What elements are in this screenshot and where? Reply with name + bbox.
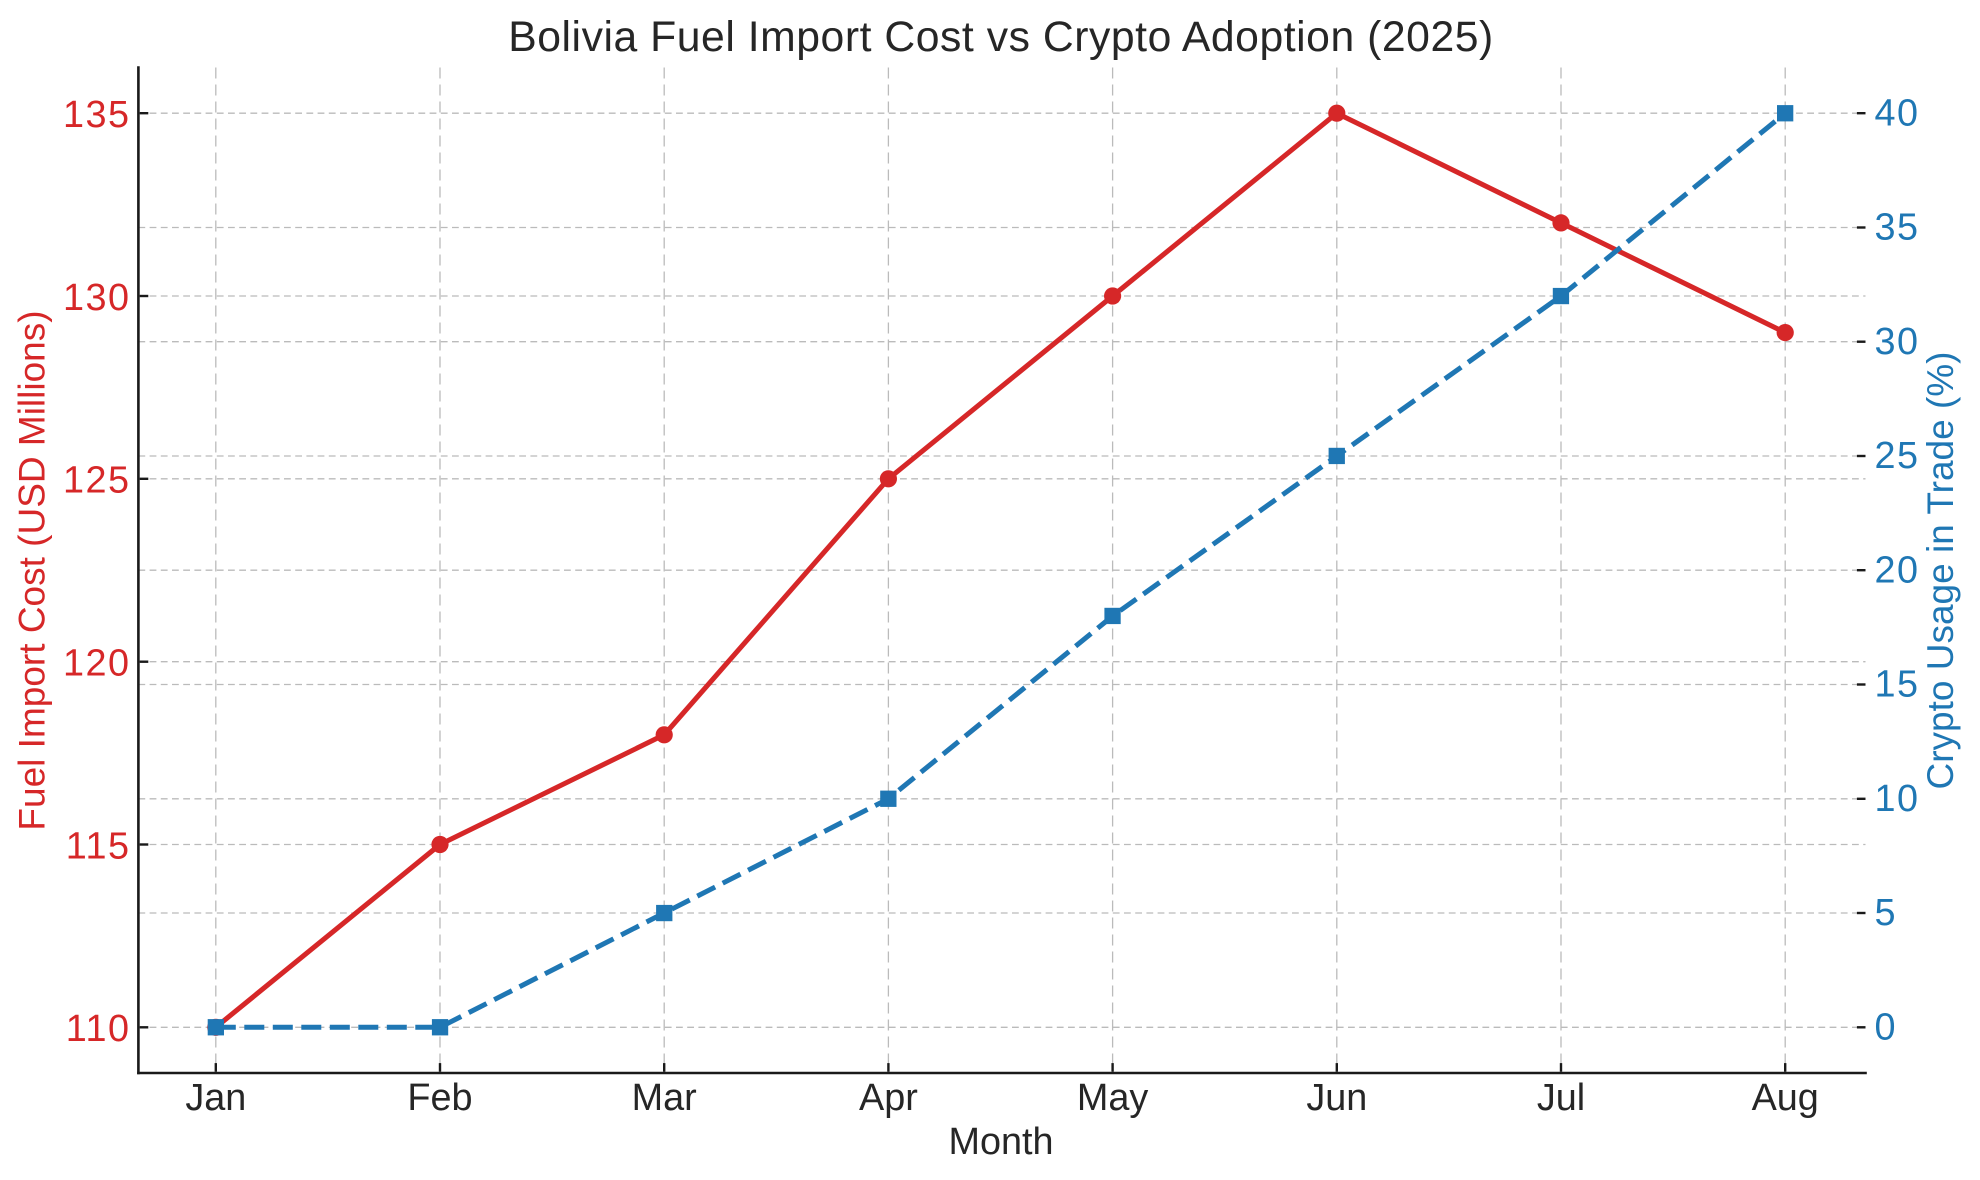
svg-text:0: 0 (1875, 1007, 1898, 1049)
svg-text:25: 25 (1875, 435, 1920, 477)
svg-text:Feb: Feb (407, 1077, 472, 1119)
svg-text:35: 35 (1875, 207, 1920, 249)
svg-text:10: 10 (1875, 778, 1920, 820)
svg-text:Jun: Jun (1306, 1077, 1367, 1119)
svg-text:125: 125 (63, 460, 131, 502)
svg-text:30: 30 (1875, 321, 1920, 363)
svg-text:Aug: Aug (1752, 1077, 1819, 1119)
svg-text:Jul: Jul (1537, 1077, 1585, 1119)
svg-text:40: 40 (1875, 92, 1920, 134)
svg-text:115: 115 (66, 825, 131, 867)
svg-text:Month: Month (948, 1121, 1053, 1163)
svg-text:Jan: Jan (185, 1077, 246, 1119)
svg-text:20: 20 (1875, 550, 1920, 592)
svg-text:135: 135 (63, 94, 131, 136)
svg-text:15: 15 (1875, 664, 1920, 706)
svg-text:Mar: Mar (632, 1077, 697, 1119)
svg-text:Bolivia Fuel Import Cost vs Cr: Bolivia Fuel Import Cost vs Crypto Adopt… (508, 13, 1494, 61)
svg-text:110: 110 (66, 1008, 131, 1050)
svg-text:Fuel Import Cost (USD Millions: Fuel Import Cost (USD Millions) (11, 310, 52, 830)
svg-text:5: 5 (1875, 892, 1898, 934)
svg-text:May: May (1077, 1077, 1149, 1119)
svg-text:Crypto Usage in Trade (%): Crypto Usage in Trade (%) (1920, 351, 1961, 789)
svg-text:130: 130 (63, 277, 131, 319)
svg-text:Apr: Apr (859, 1077, 918, 1119)
svg-text:120: 120 (63, 643, 131, 685)
